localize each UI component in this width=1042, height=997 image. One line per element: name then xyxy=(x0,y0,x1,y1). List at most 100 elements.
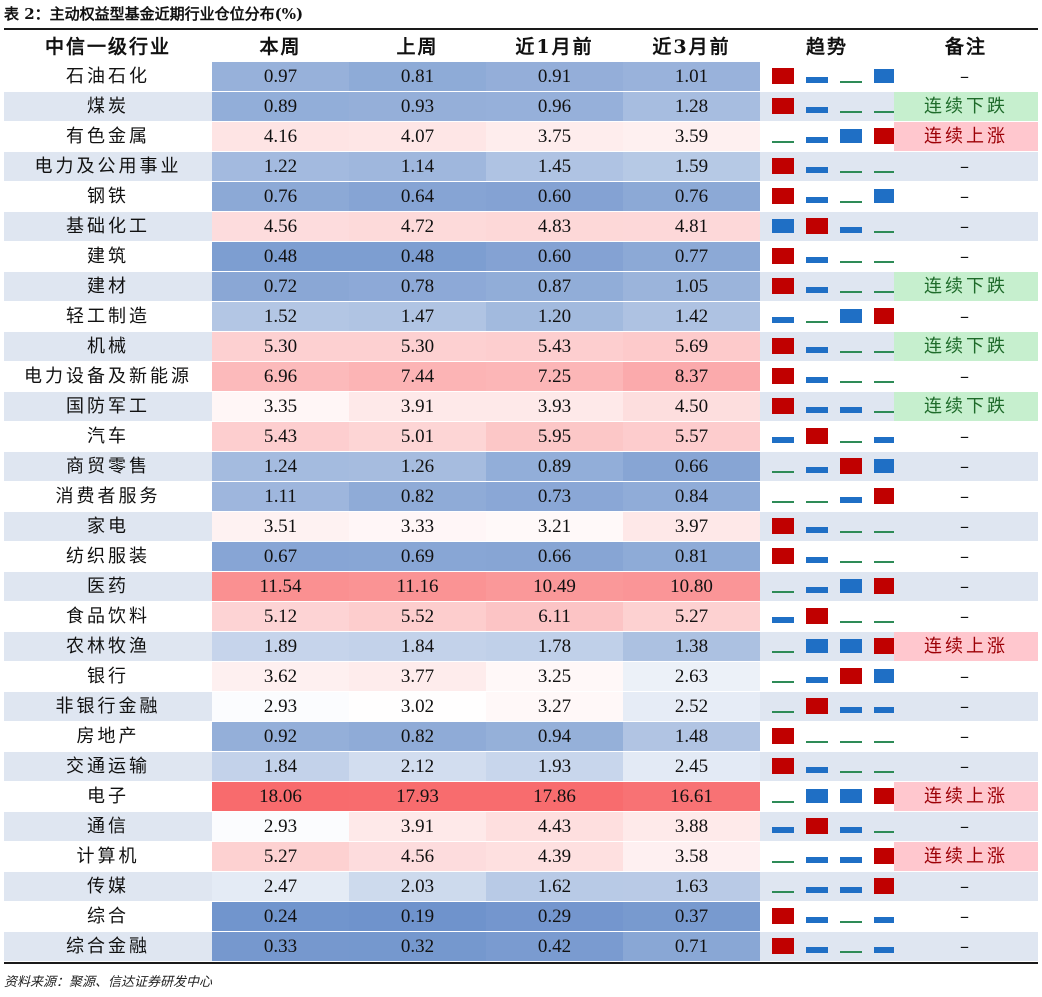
trend-cell xyxy=(760,362,896,391)
trend-down-bar-icon xyxy=(806,947,828,953)
value-1m-ago: 1.45 xyxy=(486,152,623,181)
trend-down-bar-icon xyxy=(806,857,828,863)
trend-flat-line-icon xyxy=(806,741,828,743)
table-row: 建材 0.72 0.78 0.87 1.05 连续下跌 xyxy=(4,272,1038,302)
note-cell: – xyxy=(894,932,1038,961)
trend-down-bar-icon xyxy=(840,887,862,893)
trend-up-square-icon xyxy=(874,878,896,894)
value-this-week: 3.35 xyxy=(212,392,349,421)
trend-cell xyxy=(760,812,896,841)
trend-cell xyxy=(760,62,896,91)
trend-cell xyxy=(760,932,896,961)
table-row: 通信 2.93 3.91 4.43 3.88 – xyxy=(4,812,1038,842)
value-last-week: 0.81 xyxy=(349,62,486,91)
trend-down-bar-icon xyxy=(772,437,794,443)
industry-name: 传媒 xyxy=(4,872,212,901)
trend-cell xyxy=(760,152,896,181)
note-cell: 连续下跌 xyxy=(894,92,1038,121)
trend-flat-line-icon xyxy=(772,591,794,593)
industry-name: 机械 xyxy=(4,332,212,361)
table-row: 食品饮料 5.12 5.52 6.11 5.27 – xyxy=(4,602,1038,632)
table-row: 煤炭 0.89 0.93 0.96 1.28 连续下跌 xyxy=(4,92,1038,122)
value-last-week: 0.82 xyxy=(349,482,486,511)
trend-down-bar-icon xyxy=(806,557,828,563)
value-1m-ago: 3.25 xyxy=(486,662,623,691)
trend-down-bar-icon xyxy=(840,789,862,803)
industry-name: 电力设备及新能源 xyxy=(4,362,212,391)
value-1m-ago: 7.25 xyxy=(486,362,623,391)
industry-name: 汽车 xyxy=(4,422,212,451)
trend-down-bar-icon xyxy=(874,437,896,443)
trend-down-bar-icon xyxy=(874,189,896,203)
trend-down-bar-icon xyxy=(840,227,862,233)
trend-down-bar-icon xyxy=(874,669,896,683)
value-1m-ago: 1.93 xyxy=(486,752,623,781)
industry-name: 电子 xyxy=(4,782,212,811)
trend-flat-line-icon xyxy=(772,891,794,893)
value-1m-ago: 0.87 xyxy=(486,272,623,301)
value-last-week: 3.02 xyxy=(349,692,486,721)
value-3m-ago: 0.66 xyxy=(623,452,760,481)
trend-up-square-icon xyxy=(772,728,794,744)
trend-cell xyxy=(760,662,896,691)
trend-down-bar-icon xyxy=(840,129,862,143)
note-cell: – xyxy=(894,362,1038,391)
trend-up-square-icon xyxy=(772,158,794,174)
header-this-week: 本周 xyxy=(259,36,302,58)
value-3m-ago: 10.80 xyxy=(623,572,760,601)
trend-down-bar-icon xyxy=(840,497,862,503)
note-cell: – xyxy=(894,482,1038,511)
trend-flat-line-icon xyxy=(840,171,862,173)
value-last-week: 5.30 xyxy=(349,332,486,361)
value-last-week: 1.14 xyxy=(349,152,486,181)
trend-up-square-icon xyxy=(772,68,794,84)
value-3m-ago: 1.42 xyxy=(623,302,760,331)
value-1m-ago: 5.43 xyxy=(486,332,623,361)
table-row: 电子 18.06 17.93 17.86 16.61 连续上涨 xyxy=(4,782,1038,812)
trend-up-square-icon xyxy=(874,848,896,864)
value-last-week: 3.91 xyxy=(349,812,486,841)
value-1m-ago: 1.20 xyxy=(486,302,623,331)
table-row: 机械 5.30 5.30 5.43 5.69 连续下跌 xyxy=(4,332,1038,362)
trend-up-square-icon xyxy=(772,188,794,204)
table-row: 汽车 5.43 5.01 5.95 5.57 – xyxy=(4,422,1038,452)
trend-flat-line-icon xyxy=(840,771,862,773)
value-3m-ago: 1.48 xyxy=(623,722,760,751)
value-1m-ago: 0.91 xyxy=(486,62,623,91)
source-note: 资料来源：聚源、信达证券研发中心 xyxy=(4,975,213,990)
value-3m-ago: 5.69 xyxy=(623,332,760,361)
industry-name: 国防军工 xyxy=(4,392,212,421)
industry-name: 通信 xyxy=(4,812,212,841)
value-3m-ago: 5.27 xyxy=(623,602,760,631)
trend-flat-line-icon xyxy=(772,711,794,713)
table-header: 中信一级行业 本周 上周 近1月前 近3月前 趋势 备注 xyxy=(4,32,1038,62)
table-caption: 表 2：主动权益型基金近期行业仓位分布(%) xyxy=(4,5,304,23)
table-row: 房地产 0.92 0.82 0.94 1.48 – xyxy=(4,722,1038,752)
trend-cell xyxy=(760,482,896,511)
trend-up-square-icon xyxy=(874,578,896,594)
value-this-week: 1.22 xyxy=(212,152,349,181)
trend-flat-line-icon xyxy=(806,501,828,503)
trend-flat-line-icon xyxy=(772,651,794,653)
trend-cell xyxy=(760,602,896,631)
trend-cell xyxy=(760,902,896,931)
trend-up-square-icon xyxy=(772,548,794,564)
value-1m-ago: 3.27 xyxy=(486,692,623,721)
value-this-week: 4.16 xyxy=(212,122,349,151)
note-cell: – xyxy=(894,602,1038,631)
table-row: 综合 0.24 0.19 0.29 0.37 – xyxy=(4,902,1038,932)
trend-flat-line-icon xyxy=(874,561,896,563)
value-last-week: 7.44 xyxy=(349,362,486,391)
trend-up-square-icon xyxy=(772,248,794,264)
trend-cell xyxy=(760,572,896,601)
value-this-week: 1.52 xyxy=(212,302,349,331)
trend-cell xyxy=(760,512,896,541)
trend-flat-line-icon xyxy=(874,741,896,743)
trend-down-bar-icon xyxy=(806,467,828,473)
value-3m-ago: 3.88 xyxy=(623,812,760,841)
value-1m-ago: 1.78 xyxy=(486,632,623,661)
industry-name: 交通运输 xyxy=(4,752,212,781)
industry-name: 轻工制造 xyxy=(4,302,212,331)
trend-down-bar-icon xyxy=(840,407,862,413)
table-row: 医药 11.54 11.16 10.49 10.80 – xyxy=(4,572,1038,602)
